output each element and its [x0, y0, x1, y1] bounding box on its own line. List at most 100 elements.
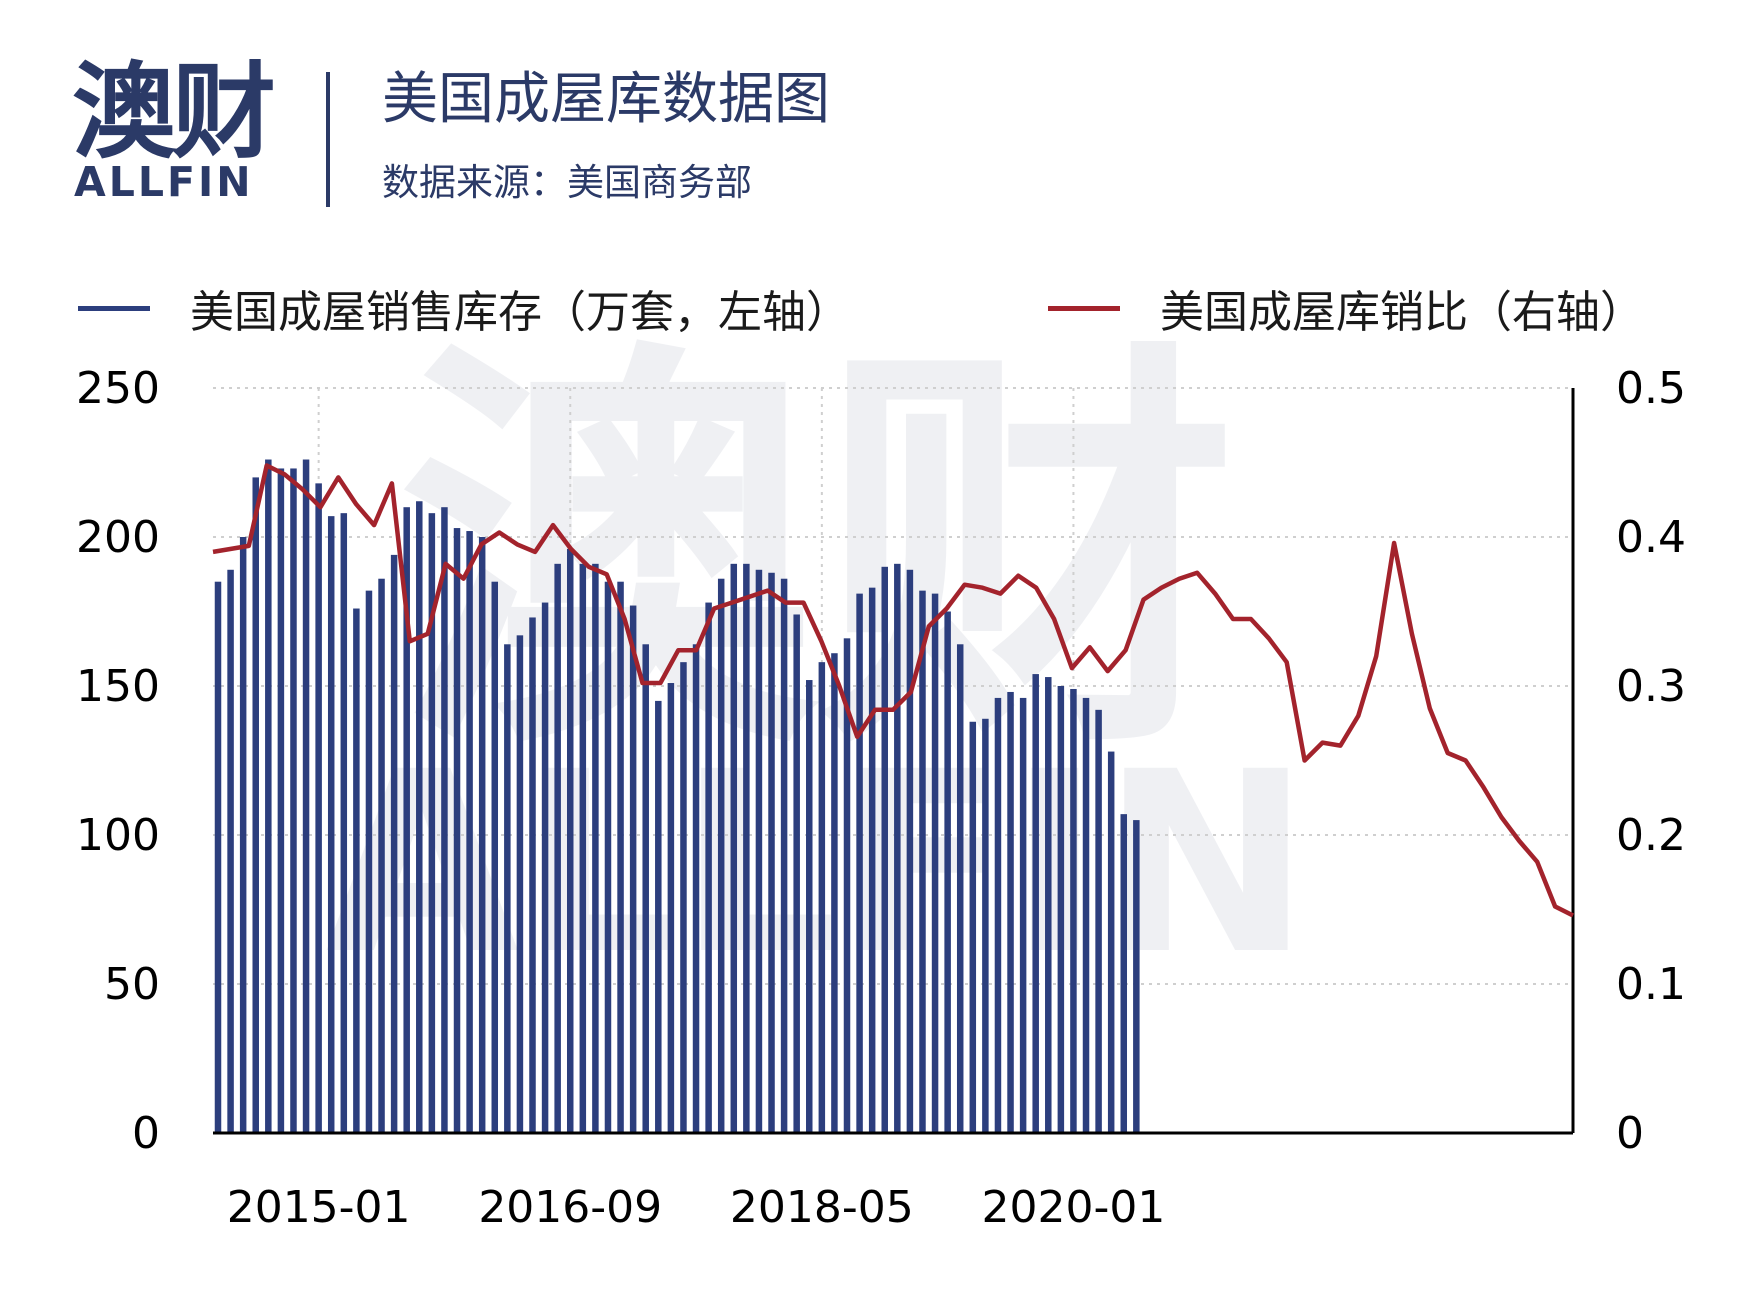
bar-series — [214, 459, 1140, 1134]
bar — [806, 680, 813, 1133]
bar — [1107, 751, 1115, 1133]
legend-label-line: 美国成屋库销比（右轴） — [1160, 287, 1644, 338]
bar — [592, 563, 599, 1133]
legend-label-bar: 美国成屋销售库存（万套，左轴） — [190, 287, 850, 338]
bar — [705, 602, 712, 1133]
y-right-tick-label: 0.2 — [1616, 810, 1686, 861]
bar — [504, 644, 511, 1133]
watermark: 澳财 ALLFIN — [325, 311, 1310, 1009]
chart-source: 数据来源：美国商务部 — [382, 161, 752, 204]
bar — [793, 614, 800, 1133]
bar — [416, 501, 423, 1133]
bar — [982, 718, 989, 1133]
bar — [1007, 691, 1014, 1133]
bar — [1095, 709, 1102, 1133]
line-series — [212, 463, 1575, 918]
bar — [1082, 697, 1090, 1133]
bar — [315, 483, 322, 1133]
bar — [277, 468, 285, 1134]
bar — [994, 697, 1002, 1133]
x-tick-label: 2018-05 — [730, 1182, 914, 1233]
bar — [1120, 814, 1128, 1133]
bar — [302, 459, 310, 1133]
bar — [340, 513, 348, 1133]
bar — [617, 581, 624, 1133]
y-right-tick-label: 0.3 — [1616, 661, 1686, 712]
y-left-tick-label: 100 — [76, 810, 160, 861]
bar — [655, 700, 662, 1133]
grid — [213, 387, 1573, 1133]
bar — [1057, 686, 1065, 1133]
bar — [453, 528, 461, 1133]
bar — [629, 605, 637, 1133]
legend-item-bar: 美国成屋销售库存（万套，左轴） — [78, 280, 850, 338]
y-right-tick-label: 0 — [1616, 1108, 1644, 1159]
bar — [856, 593, 863, 1133]
bar — [265, 459, 272, 1133]
bar — [868, 587, 876, 1133]
x-tick-label: 2020-01 — [982, 1182, 1166, 1233]
bar — [667, 683, 675, 1133]
header-divider — [326, 72, 330, 207]
logo-en: ALLFIN — [74, 158, 254, 206]
y-left-tick-label: 50 — [104, 959, 160, 1010]
chart-title: 美国成屋库数据图 — [382, 67, 830, 132]
bar — [755, 569, 763, 1133]
y-left-tick-label: 150 — [76, 661, 160, 712]
legend-item-line: 美国成屋库销比（右轴） — [1048, 280, 1644, 338]
bar — [214, 581, 222, 1133]
y-right-tick-label: 0.4 — [1616, 512, 1686, 563]
bar — [881, 566, 888, 1133]
y-left-tick-label: 200 — [76, 512, 160, 563]
bar — [944, 611, 951, 1133]
y-left-tick-label: 250 — [76, 363, 160, 414]
bar — [931, 593, 939, 1133]
bar — [227, 569, 234, 1133]
bar — [554, 563, 561, 1133]
bar — [1019, 697, 1027, 1133]
bar — [1133, 820, 1140, 1133]
bar — [441, 507, 448, 1133]
axes — [213, 388, 1575, 1135]
bar — [906, 569, 914, 1133]
bar — [365, 590, 373, 1133]
bar — [692, 644, 700, 1133]
bar — [541, 602, 549, 1133]
bar — [566, 548, 574, 1133]
bar — [353, 608, 360, 1133]
bar — [969, 721, 977, 1133]
y-right-tick-label: 0.5 — [1616, 363, 1686, 414]
bar — [466, 531, 473, 1133]
bar — [1045, 677, 1052, 1133]
bar — [680, 662, 687, 1133]
bar — [239, 537, 247, 1133]
bar — [529, 617, 536, 1133]
x-tick-label: 2015-01 — [227, 1182, 411, 1233]
tick-labels: 0 50 100 150 200 250 0 0.1 0.2 0.3 0.4 0.5 2015-01 20… — [76, 363, 1686, 1233]
bar — [717, 578, 725, 1133]
bar — [579, 563, 587, 1133]
bar — [768, 572, 775, 1133]
bar — [919, 590, 926, 1133]
bar — [894, 563, 901, 1133]
bar — [743, 563, 750, 1133]
bar — [428, 513, 436, 1133]
bar — [956, 644, 964, 1133]
bar — [831, 653, 838, 1133]
bar — [1032, 674, 1039, 1133]
bar — [491, 581, 499, 1133]
bar — [730, 563, 738, 1133]
bar — [1070, 688, 1077, 1133]
bar — [378, 578, 385, 1133]
bar — [327, 516, 335, 1133]
bar — [818, 662, 826, 1133]
bar — [290, 468, 297, 1134]
bar — [780, 578, 788, 1133]
y-left-tick-label: 0 — [132, 1108, 160, 1159]
bar — [252, 477, 259, 1133]
line-path — [212, 463, 1575, 918]
legend-swatch-bar — [78, 305, 150, 311]
bar — [516, 635, 524, 1133]
y-right-tick-label: 0.1 — [1616, 959, 1686, 1010]
